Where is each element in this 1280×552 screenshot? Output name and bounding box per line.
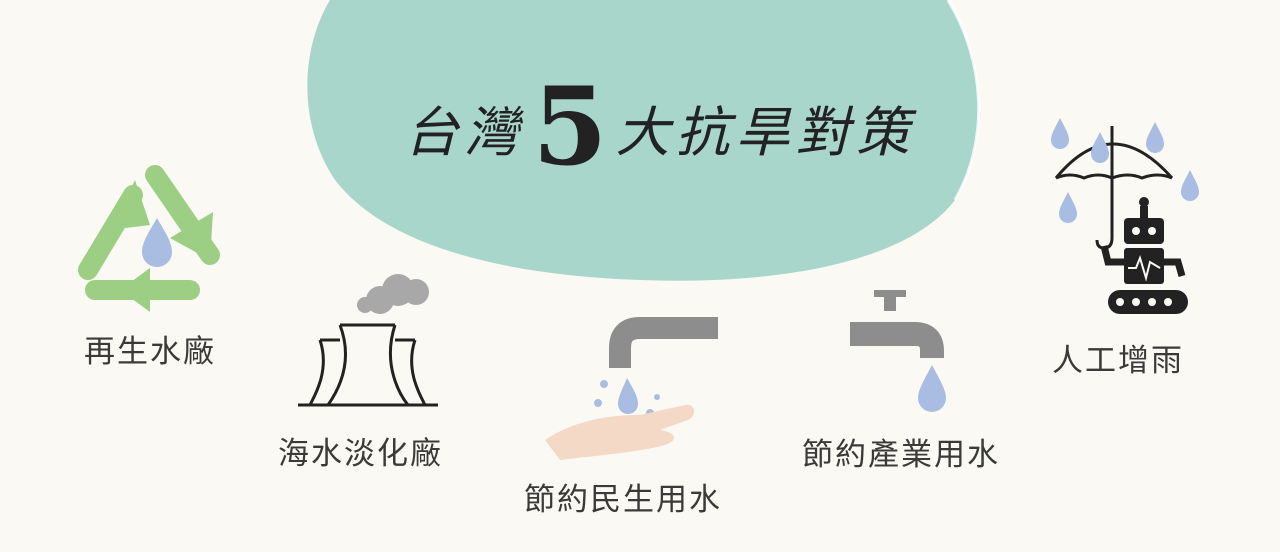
industrial-faucet-icon: [850, 290, 946, 412]
cooling-tower-icon: [298, 323, 438, 407]
title-suffix: 大抗旱對策: [615, 100, 916, 164]
faucet-hand-icon: [545, 317, 718, 460]
page-title: 台灣 5 大抗旱對策: [380, 72, 940, 182]
strategy-label-reclaimed-water: 再生水廠: [84, 334, 216, 370]
strategy-label-industrial-saving: 節約產業用水: [802, 437, 1000, 473]
recycle-water-icon: [78, 165, 220, 312]
title-number: 5: [532, 64, 608, 190]
strategy-label-desalination: 海水淡化廠: [278, 436, 443, 472]
title-blob: [307, 0, 979, 281]
title-prefix: 台灣: [404, 100, 525, 164]
strategy-label-cloud-seeding: 人工增雨: [1052, 343, 1184, 379]
robot-umbrella-rain-icon: [1051, 118, 1199, 314]
smoke-cloud: [357, 274, 429, 314]
strategy-label-domestic-saving: 節約民生用水: [524, 482, 722, 518]
